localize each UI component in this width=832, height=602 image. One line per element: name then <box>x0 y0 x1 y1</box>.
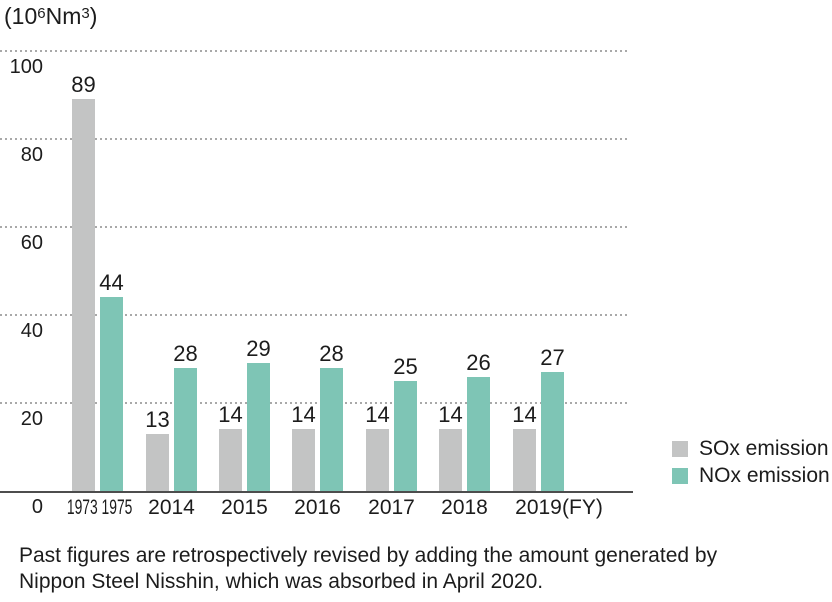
condensed-year-pair: 1973 1975 <box>66 496 132 519</box>
y-tick-label-0: 0 <box>31 496 43 518</box>
legend-item-sox: SOx emission <box>672 437 830 460</box>
y-tick-label-100: 100 <box>9 56 43 78</box>
x-tick-label-2019: 2019 <box>515 496 562 519</box>
bar-value-label-sox-2018: 14 <box>438 402 463 428</box>
bar-sox-2015 <box>219 429 242 491</box>
gridline-20 <box>0 402 630 404</box>
footnote: Past figures are retrospectively revised… <box>19 543 717 595</box>
gridline-80 <box>0 138 630 140</box>
bar-nox-1973-1975 <box>100 297 123 491</box>
bar-nox-2014 <box>174 367 197 491</box>
sox-color-swatch <box>672 441 688 457</box>
unit-open: (10 <box>4 3 38 29</box>
legend-item-nox: NOx emission <box>672 464 830 487</box>
y-tick-label-40: 40 <box>20 320 43 342</box>
bar-value-label-nox-2019: 27 <box>540 345 565 371</box>
legend-label-sox: SOx emission <box>699 437 829 460</box>
gridline-60 <box>0 226 630 228</box>
bar-value-label-sox-2016: 14 <box>291 402 316 428</box>
bar-nox-2019 <box>541 372 564 491</box>
y-tick-label-60: 60 <box>20 232 43 254</box>
footnote-line-1: Past figures are retrospectively revised… <box>19 544 718 567</box>
bar-value-label-nox-2017: 25 <box>393 354 418 379</box>
x-tick-label-2017: 2017 <box>368 496 415 519</box>
bar-nox-2015 <box>247 363 270 491</box>
unit-exponent-3: 3 <box>81 5 90 22</box>
x-tick-label-2014: 2014 <box>148 496 195 519</box>
legend: SOx emission NOx emission <box>672 437 830 495</box>
bar-value-label-nox-1973-1975: 44 <box>99 270 124 296</box>
legend-label-nox: NOx emission <box>699 464 830 487</box>
nox-color-swatch <box>672 468 688 484</box>
y-tick-label-80: 80 <box>20 144 43 166</box>
x-tick-label-1973-1975: 1973 1975 <box>50 497 146 518</box>
bar-value-label-nox-2014: 28 <box>173 340 198 366</box>
bar-sox-2014 <box>146 433 169 491</box>
bar-value-label-nox-2015: 29 <box>246 336 271 362</box>
fy-axis-label: (FY) <box>562 496 603 519</box>
y-tick-label-20: 20 <box>20 408 43 430</box>
bar-sox-1973-1975 <box>72 99 95 491</box>
bar-nox-2016 <box>320 367 343 491</box>
bar-value-label-nox-2018: 26 <box>466 349 491 375</box>
bar-value-label-sox-2014: 13 <box>145 406 170 432</box>
bar-value-label-nox-2016: 28 <box>319 340 344 366</box>
unit-mid: Nm <box>45 3 82 29</box>
bar-value-label-sox-2019: 14 <box>512 402 537 428</box>
bar-sox-2018 <box>439 429 462 491</box>
bar-nox-2017 <box>394 381 417 491</box>
unit-close: ) <box>89 3 98 29</box>
bar-value-label-sox-1973-1975: 89 <box>71 72 96 98</box>
bar-sox-2017 <box>366 429 389 491</box>
x-tick-label-2016: 2016 <box>294 496 341 519</box>
unit-exponent-6: 6 <box>37 5 46 22</box>
gridline-40 <box>0 314 630 316</box>
gridline-100 <box>0 50 630 52</box>
bar-value-label-sox-2017: 14 <box>365 402 390 428</box>
footnote-line-2: Nippon Steel Nisshin, which was absorbed… <box>19 570 544 593</box>
x-tick-label-2015: 2015 <box>221 496 268 519</box>
y-axis-unit-label: (106Nm3) <box>4 3 97 30</box>
bar-sox-2016 <box>292 429 315 491</box>
bar-nox-2018 <box>467 376 490 491</box>
x-tick-label-2018: 2018 <box>441 496 488 519</box>
x-axis-line <box>0 491 633 493</box>
bar-value-label-sox-2015: 14 <box>218 402 243 428</box>
bar-sox-2019 <box>513 429 536 491</box>
